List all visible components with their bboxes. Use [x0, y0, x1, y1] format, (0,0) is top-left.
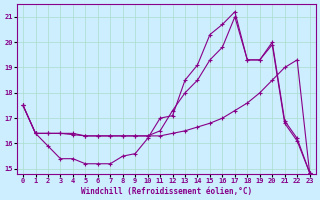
X-axis label: Windchill (Refroidissement éolien,°C): Windchill (Refroidissement éolien,°C): [81, 187, 252, 196]
